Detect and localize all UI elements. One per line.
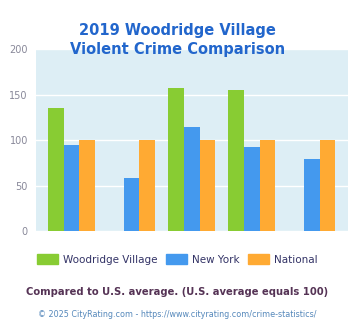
Bar xyxy=(140,140,155,231)
Bar xyxy=(64,145,80,231)
Bar xyxy=(184,127,200,231)
Bar xyxy=(168,87,184,231)
Bar xyxy=(304,159,320,231)
Text: © 2025 CityRating.com - https://www.cityrating.com/crime-statistics/: © 2025 CityRating.com - https://www.city… xyxy=(38,310,317,319)
Bar xyxy=(260,140,275,231)
Bar xyxy=(320,140,335,231)
Text: 2019 Woodridge Village
Violent Crime Comparison: 2019 Woodridge Village Violent Crime Com… xyxy=(70,23,285,57)
Bar xyxy=(228,90,244,231)
Bar xyxy=(200,140,215,231)
Legend: Woodridge Village, New York, National: Woodridge Village, New York, National xyxy=(34,251,321,268)
Text: Compared to U.S. average. (U.S. average equals 100): Compared to U.S. average. (U.S. average … xyxy=(26,287,329,297)
Bar xyxy=(124,178,140,231)
Bar xyxy=(48,109,64,231)
Bar xyxy=(244,147,260,231)
Bar xyxy=(80,140,95,231)
